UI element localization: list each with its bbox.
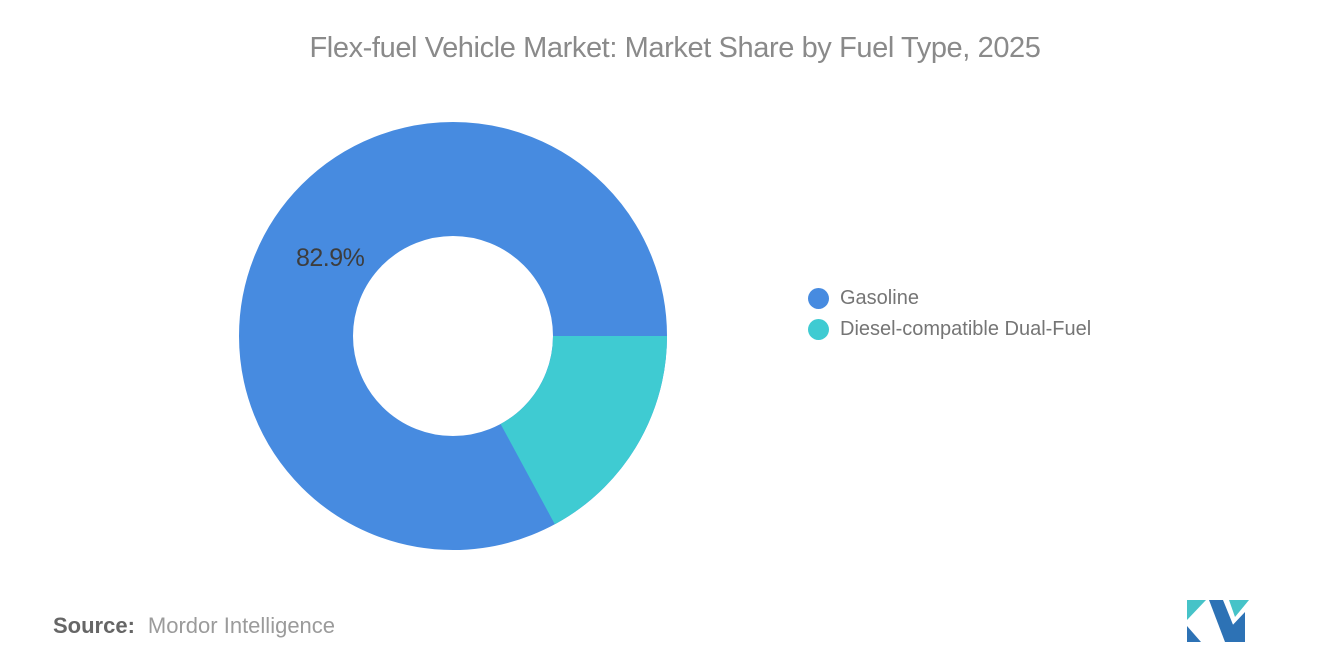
donut-chart	[239, 122, 667, 550]
mordor-intelligence-logo-icon	[1187, 600, 1249, 642]
legend-item-gasoline: Gasoline	[808, 283, 1091, 314]
logo-shape-blue-left-foot	[1187, 626, 1201, 642]
source-label: Source:	[53, 613, 135, 638]
slice-percentage-label: 82.9%	[296, 244, 365, 272]
legend-label-diesel: Diesel-compatible Dual-Fuel	[840, 318, 1092, 340]
legend-item-diesel: Diesel-compatible Dual-Fuel	[808, 314, 1091, 345]
chart-title: Flex-fuel Vehicle Market: Market Share b…	[309, 32, 1041, 64]
legend-marker-diesel-icon	[808, 319, 829, 340]
logo-shape-teal-right	[1229, 600, 1249, 617]
legend: Gasoline Diesel-compatible Dual-Fuel	[808, 283, 1091, 345]
logo-shape-teal-left	[1187, 600, 1206, 620]
donut-slice-diesel	[239, 122, 667, 550]
logo-shape-blue-right-leg	[1228, 612, 1245, 642]
source-name: Mordor Intelligence	[147, 613, 336, 638]
legend-label-gasoline: Gasoline	[840, 287, 919, 309]
source-line: Source: Mordor Intelligence	[53, 613, 335, 639]
legend-marker-gasoline-icon	[808, 288, 829, 309]
